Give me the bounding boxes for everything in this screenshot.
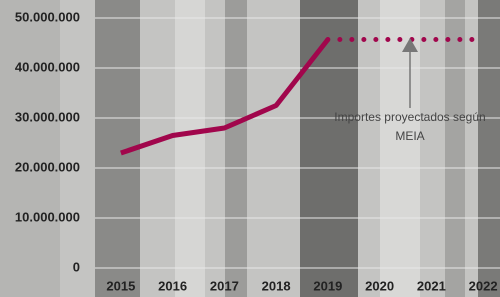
y-tick-label: 10.000.000 — [15, 209, 80, 224]
annotation: Importes proyectados según — [334, 110, 485, 124]
x-tick-label: 2020 — [365, 278, 394, 293]
background — [0, 0, 500, 297]
annotation: MEIA — [395, 129, 424, 143]
y-tick-label: 20.000.000 — [15, 159, 80, 174]
x-tick-label: 2021 — [417, 278, 446, 293]
x-tick-label: 2017 — [210, 278, 239, 293]
x-tick-label: 2018 — [262, 278, 291, 293]
x-tick-label: 2019 — [313, 278, 342, 293]
chart: 0 10.000.000 20.000.000 30.000.000 40.000.00… — [0, 0, 500, 297]
x-tick-label: 2016 — [158, 278, 187, 293]
y-tick-label: 50.000.000 — [15, 9, 80, 24]
y-tick-label: 30.000.000 — [15, 109, 80, 124]
y-tick-label: 0 — [73, 259, 80, 274]
x-tick-label: 2015 — [106, 278, 135, 293]
y-tick-label: 40.000.000 — [15, 59, 80, 74]
x-tick-label: 2022 — [469, 278, 498, 293]
